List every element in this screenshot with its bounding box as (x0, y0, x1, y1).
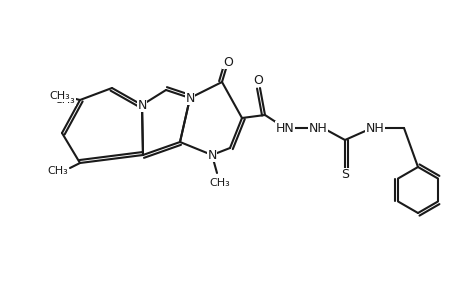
Text: O: O (252, 74, 263, 86)
Text: CH₃: CH₃ (48, 166, 68, 176)
Text: O: O (223, 56, 232, 68)
Text: CH₃: CH₃ (50, 91, 70, 101)
Text: NH: NH (365, 122, 384, 134)
Text: NH: NH (308, 122, 327, 134)
Text: CH₃: CH₃ (55, 95, 75, 105)
Text: S: S (340, 169, 348, 182)
Text: CH₃: CH₃ (209, 178, 230, 188)
Text: N: N (137, 98, 146, 112)
Text: HN: HN (275, 122, 294, 134)
Text: N: N (185, 92, 194, 104)
Text: N: N (207, 148, 216, 161)
